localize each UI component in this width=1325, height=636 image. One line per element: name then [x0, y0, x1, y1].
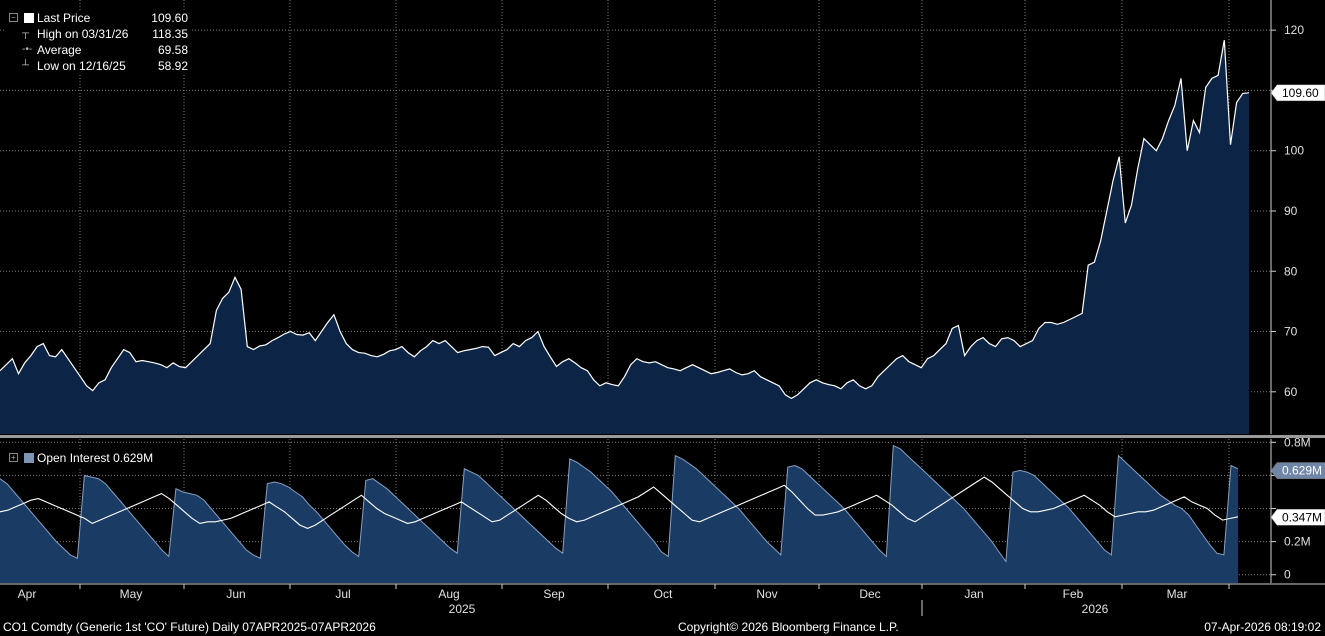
- last-price-swatch: [24, 13, 34, 23]
- price-series-line: [0, 39, 1250, 400]
- x-tick-label: Mar: [1167, 587, 1188, 601]
- oi-series-line: [0, 476, 1239, 529]
- oi-secondary-tag: [1270, 509, 1325, 526]
- oi-area: [0, 444, 1239, 583]
- oi-last-tag: [1270, 462, 1325, 479]
- price-area-fill: [0, 40, 1249, 434]
- x-tick-label: Oct: [654, 587, 673, 601]
- price-y-axis: 60 70 80 90 100 120: [1271, 23, 1304, 399]
- last-price-value: 109.60: [151, 11, 188, 25]
- x-tick-label: Sep: [543, 587, 565, 601]
- x-tick-label: Nov: [756, 587, 777, 601]
- legend-average: -•- Average 69.58: [6, 42, 192, 58]
- x-tick-label: Dec: [859, 587, 880, 601]
- y-tick-label: 100: [1284, 144, 1304, 158]
- panel-divider[interactable]: [0, 435, 1325, 438]
- price-line: [0, 39, 1250, 400]
- y-tick-label: 60: [1284, 385, 1298, 399]
- x-year-label: 2026: [1082, 602, 1109, 616]
- x-tick-label: Jun: [226, 587, 245, 601]
- legend-high: ┬ High on 03/31/26 118.35: [6, 26, 192, 42]
- collapse-icon[interactable]: −: [9, 13, 18, 22]
- oi-label: Open Interest 0.629M: [37, 451, 154, 465]
- footer-copyright: Copyright© 2026 Bloomberg Finance L.P.: [678, 620, 899, 634]
- legend-low: ┴ Low on 12/16/25 58.92: [6, 58, 192, 74]
- last-price-tag: [1270, 84, 1325, 102]
- average-label: Average: [37, 43, 82, 57]
- oi-y-axis: 0 0.2M 0.8M: [1271, 435, 1311, 582]
- x-tick-label: Jan: [964, 587, 983, 601]
- x-tick-label: Feb: [1063, 587, 1084, 601]
- oi-last-tag-label: 0.629M: [1282, 464, 1322, 478]
- low-marker-icon: ┴: [22, 60, 30, 71]
- low-label: Low on 12/16/25: [37, 59, 126, 73]
- high-label: High on 03/31/26: [37, 27, 129, 41]
- x-tick-label: Apr: [18, 587, 37, 601]
- y-tick-label: 70: [1284, 325, 1298, 339]
- last-price-tag-label: 109.60: [1282, 86, 1319, 100]
- high-marker-icon: ┬: [22, 28, 30, 39]
- low-value: 58.92: [157, 59, 188, 73]
- x-axis: Apr May Jun Jul Aug Sep Oct Nov Dec Jan Feb Mar 2025…: [18, 584, 1230, 616]
- y-tick-label: 120: [1284, 23, 1304, 37]
- oi-secondary-tag-label: 0.347M: [1282, 510, 1322, 524]
- last-price-label: Last Price: [37, 11, 91, 25]
- average-value: 69.58: [157, 43, 188, 57]
- y-tick-label: 0: [1284, 568, 1291, 582]
- oi-line: [0, 476, 1239, 529]
- y-tick-label: 80: [1284, 264, 1298, 278]
- oi-swatch: [24, 453, 34, 463]
- x-tick-label: Aug: [438, 587, 459, 601]
- legend-last-price[interactable]: − Last Price 109.60: [6, 10, 192, 26]
- price-area: [0, 40, 1249, 434]
- oi-legend[interactable]: + Open Interest 0.629M: [6, 450, 172, 468]
- y-tick-label: 0.8M: [1284, 435, 1311, 449]
- x-tick-label: May: [120, 587, 143, 601]
- high-value: 118.35: [152, 27, 188, 41]
- x-year-label: 2025: [449, 602, 476, 616]
- axes: [0, 0, 1325, 585]
- average-marker-icon: -•-: [22, 44, 33, 55]
- y-tick-label: 0.2M: [1284, 535, 1311, 549]
- collapse-icon[interactable]: +: [9, 453, 18, 462]
- price-legend: − Last Price 109.60 ┬ High on 03/31/26 1…: [6, 10, 192, 74]
- footer-ticker-description: CO1 Comdty (Generic 1st 'CO' Future) Dai…: [3, 620, 376, 634]
- value-tags: 109.60 0.629M 0.347M: [1270, 84, 1325, 526]
- x-tick-label: Jul: [335, 587, 350, 601]
- oi-area-edge: [0, 444, 1239, 563]
- footer-timestamp: 07-Apr-2026 08:19:02: [1204, 620, 1321, 634]
- oi-area-fill: [0, 445, 1238, 583]
- y-tick-label: 90: [1284, 204, 1298, 218]
